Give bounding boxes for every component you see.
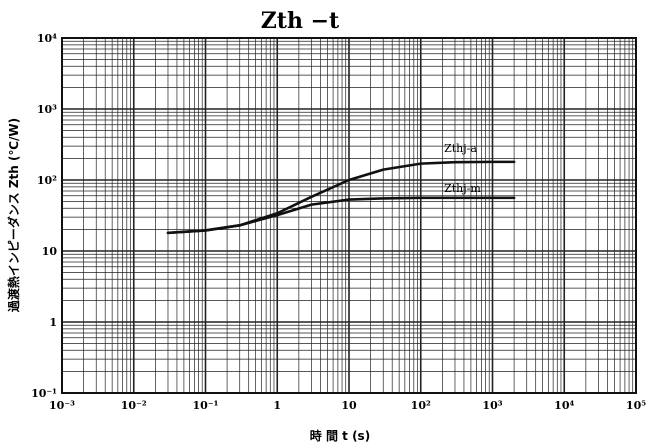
y-tick-label: 10² [37,174,57,187]
x-tick-label: 10⁴ [554,399,574,412]
x-tick-label: 10⁵ [626,399,646,412]
x-tick-labels: 10⁻³ 10⁻² 10⁻¹ 1 10 10² 10³ 10⁴ 10⁵ [49,399,646,412]
y-tick-label: 10 [42,245,58,258]
x-tick-label: 10 [341,399,357,412]
y-tick-label: 10⁻¹ [31,387,57,400]
x-tick-label: 10⁻¹ [193,399,219,412]
x-tick-label: 10⁻² [121,399,147,412]
x-tick-label: 10⁻³ [49,399,75,412]
x-axis-label: 時 間 t (s) [310,428,370,443]
y-axis-label: 過渡熱インピーダンス Zth (℃/W) [6,118,21,313]
series-line [166,196,516,235]
grid [61,38,636,394]
y-tick-label: 10³ [37,103,57,116]
y-tick-label: 1 [49,316,57,329]
x-tick-label: 10² [411,399,431,412]
chart-title: Zth −t [261,8,340,34]
series-label: Zthj-a [444,142,477,155]
y-tick-label: 10⁴ [37,32,57,45]
plot-frame [61,37,637,394]
series-group: Zthj-a Zthj-m [166,142,516,235]
series-label: Zthj-m [444,182,481,195]
x-tick-label: 1 [273,399,281,412]
x-tick-label: 10³ [482,399,502,412]
y-tick-labels: 10⁻¹ 1 10 10² 10³ 10⁴ [31,32,57,400]
